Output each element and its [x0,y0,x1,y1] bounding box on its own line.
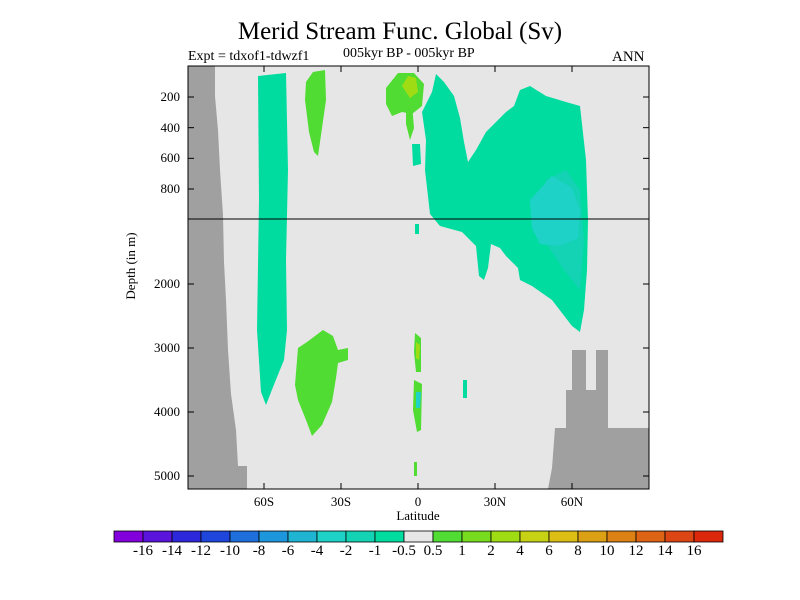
colorbar-swatch [142,530,173,543]
y-tick-label: 600 [160,150,181,166]
equatorial-deep-dot [414,462,417,476]
equatorial-negative-patch-3 [463,380,467,398]
axis-ticks [188,66,649,489]
colorbar-label: -0.5 [392,543,416,559]
colorbar-label: 16 [686,543,702,559]
equatorial-negative-patch-2 [415,224,419,234]
colorbar-swatch [693,530,724,543]
x-tick-label: 60S [253,494,275,509]
colorbar-label: 8 [574,543,582,559]
equatorial-deep-strand-2 [416,342,420,360]
northern-negative-cell [422,74,588,332]
colorbar-label: -14 [162,543,182,559]
x-tick-label: 30N [483,494,507,509]
y-tick-label: 4000 [154,404,180,419]
equatorial-positive-core [402,76,418,98]
chart-title: Merid Stream Func. Global (Sv) [237,18,563,45]
colorbar-swatch [113,530,144,543]
colorbar-swatch [403,530,434,543]
colorbar-label: 12 [628,543,644,559]
colorbar-label: 1 [458,543,466,559]
colorbar-label: -16 [133,543,153,559]
x-tick-label: 60N [560,494,584,509]
y-tick-label: 200 [160,89,181,104]
colorbar-swatch [171,530,202,543]
northern-land [548,350,649,489]
y-tick-label: 400 [160,119,181,135]
colorbar-swatch [664,530,695,543]
colorbar-label: -8 [252,543,266,559]
y-tick-label: 3000 [154,340,180,355]
y-tick-label: 800 [160,181,181,196]
x-axis-label: Latitude [396,508,440,523]
colorbar-label: -10 [220,543,240,559]
colorbar-label: 0.5 [423,543,443,559]
colorbar-label: 2 [487,543,495,559]
colorbar-swatch [577,530,608,543]
equatorial-positive-strand [406,104,414,140]
colorbar-swatch [432,530,463,543]
colorbar-swatch [461,530,492,543]
southern-ocean-cell [257,73,288,405]
equatorial-deep-negative [416,392,421,408]
contour-fills [257,70,588,476]
northern-cell-core [530,176,580,246]
x-tick-label: 0 [414,494,422,509]
colorbar-swatch [490,530,521,543]
equatorial-negative-patch-1 [412,144,421,166]
colorbar-swatch [287,530,318,543]
colorbar-swatch [200,530,231,543]
colorbar-swatch [548,530,579,543]
period-label: 005kyr BP - 005kyr BP [343,46,475,61]
colorbar-label: 4 [516,543,524,559]
season-label: ANN [612,49,645,65]
colorbar-swatch [519,530,550,543]
colorbar-swatch [345,530,376,543]
x-tick-label: 30S [330,494,352,509]
colorbar-label: -4 [310,543,324,559]
land-mask [188,66,649,489]
upper-positive-cell-south [305,70,326,156]
colorbar-swatch [635,530,666,543]
bottom-positive-cell [295,330,348,436]
colorbar-label: 10 [599,543,615,559]
colorbar-swatch [606,530,637,543]
colorbar-label: -1 [368,543,382,559]
colorbar-swatch [258,530,289,543]
experiment-label: Expt = tdxof1-tdwzf1 [188,49,310,64]
colorbar [113,530,724,543]
y-tick-label: 2000 [154,276,180,291]
colorbar-label: -2 [339,543,353,559]
colorbar-label: -12 [191,543,211,559]
antarctic-land [188,66,247,489]
colorbar-label: 14 [657,543,673,559]
y-tick-label: 5000 [154,468,180,483]
colorbar-label: 6 [545,543,553,559]
colorbar-label: -6 [281,543,295,559]
colorbar-swatch [229,530,260,543]
colorbar-swatch [374,530,405,543]
colorbar-swatch [316,530,347,543]
